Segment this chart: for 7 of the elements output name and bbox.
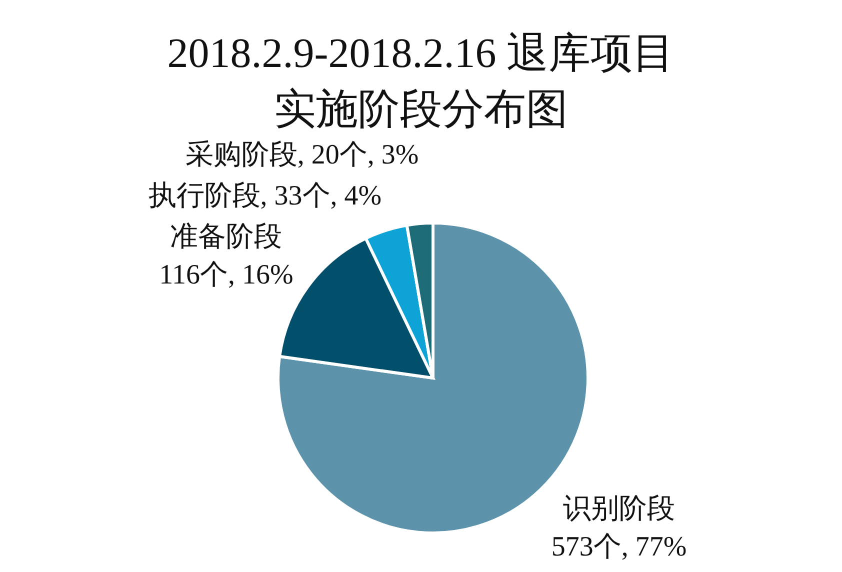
slice-label: 执行阶段, 33个, 4% xyxy=(148,180,382,212)
chart-title: 2018.2.9-2018.2.16 退库项目实施阶段分布图 xyxy=(166,30,676,135)
slice-label: 采购阶段, 20个, 3% xyxy=(185,139,419,170)
slice-label: 准备阶段 xyxy=(170,221,282,252)
data-label: 573个, 77% xyxy=(551,532,687,562)
data-label: 116个, 16% xyxy=(159,259,294,290)
slice-label: 识别阶段 xyxy=(563,494,676,524)
